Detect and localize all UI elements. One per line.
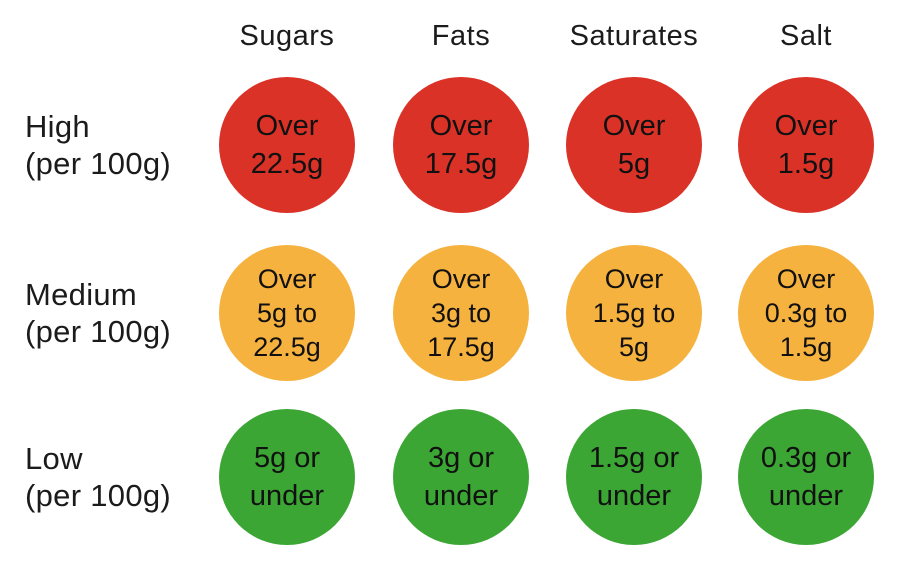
circle-text-line: Over (255, 110, 319, 142)
circle-low-saturates: 1.5g or under (566, 409, 702, 545)
circle-high-sugars: Over 22.5g (219, 77, 355, 213)
row-label-low-level: Low (25, 441, 83, 476)
row-label-low-basis: (per 100g) (25, 478, 172, 513)
row-label-medium: Medium (per 100g) (25, 276, 171, 350)
circle-low-fats: 3g or under (393, 409, 529, 545)
row-label-medium-basis: (per 100g) (25, 314, 172, 349)
row-label-high-level: High (25, 109, 90, 144)
circle-medium-saturates: Over 1.5g to 5g (566, 245, 702, 381)
circle-text-line: 1.5g to (592, 298, 676, 328)
column-header-sugars: Sugars (239, 20, 335, 52)
circle-high-fats: Over 17.5g (393, 77, 529, 213)
circle-text-line: 17.5g (424, 148, 498, 180)
circle-text-line: under (423, 480, 499, 512)
circle-high-saturates: Over 5g (566, 77, 702, 213)
row-label-low: Low (per 100g) (25, 440, 171, 514)
circle-text-line: 17.5g (427, 332, 495, 362)
circle-text-line: Over (429, 110, 493, 142)
column-header-salt: Salt (780, 20, 832, 52)
row-label-medium-level: Medium (25, 277, 138, 312)
circle-text-line: 1.5g (779, 332, 833, 362)
row-label-high: High (per 100g) (25, 108, 171, 182)
circle-text-line: 0.3g to (764, 298, 848, 328)
circle-high-salt: Over 1.5g (738, 77, 874, 213)
circle-text-line: under (768, 480, 844, 512)
circle-low-salt: 0.3g or under (738, 409, 874, 545)
row-label-high-basis: (per 100g) (25, 146, 172, 181)
circle-text-line: 3g or (427, 442, 495, 474)
circle-medium-fats: Over 3g to 17.5g (393, 245, 529, 381)
circle-low-sugars: 5g or under (219, 409, 355, 545)
circle-text-line: 0.3g or (760, 442, 852, 474)
circle-text-line: Over (602, 110, 666, 142)
column-header-saturates: Saturates (569, 20, 699, 52)
column-header-fats: Fats (431, 20, 491, 52)
circle-text-line: Over (257, 264, 317, 294)
circle-text-line: Over (431, 264, 491, 294)
circle-text-line: under (249, 480, 325, 512)
circle-text-line: 1.5g or (588, 442, 680, 474)
circle-text-line: 22.5g (253, 332, 321, 362)
circle-text-line: 22.5g (250, 148, 324, 180)
circle-text-line: 5g (617, 148, 651, 180)
circle-text-line: 3g to (430, 298, 492, 328)
circle-text-line: Over (604, 264, 664, 294)
circle-text-line: under (596, 480, 672, 512)
circle-text-line: Over (774, 110, 838, 142)
circle-medium-salt: Over 0.3g to 1.5g (738, 245, 874, 381)
circle-text-line: 1.5g (777, 148, 835, 180)
circle-text-line: 5g or (253, 442, 321, 474)
circle-text-line: 5g (618, 332, 650, 362)
circle-medium-sugars: Over 5g to 22.5g (219, 245, 355, 381)
circle-text-line: 5g to (256, 298, 318, 328)
circle-text-line: Over (776, 264, 836, 294)
